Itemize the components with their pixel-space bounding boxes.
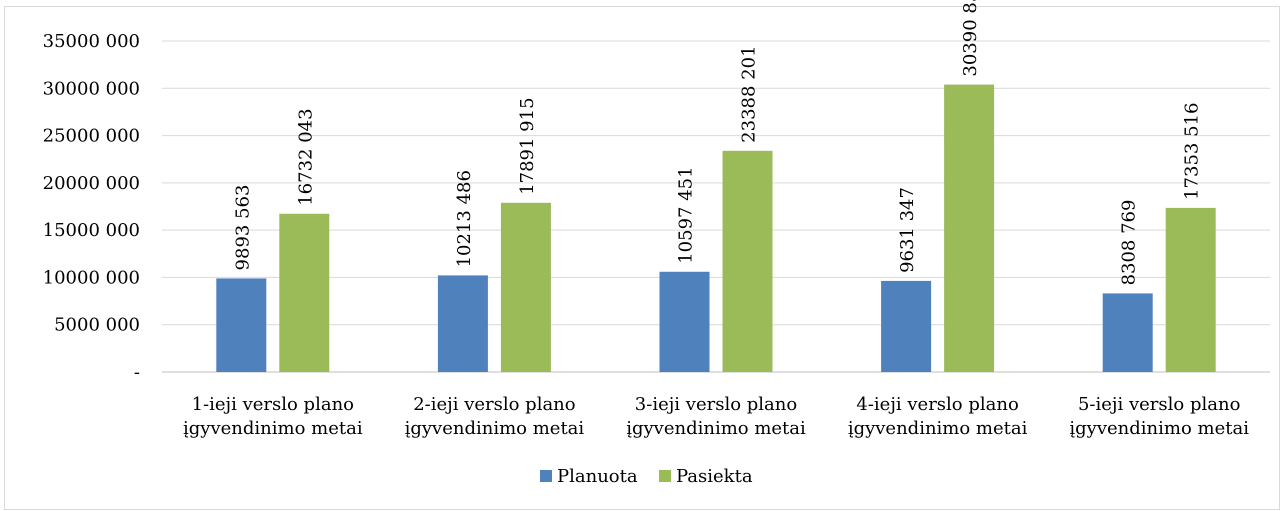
y-tick-label: 30000 000 — [43, 78, 140, 99]
bar-pasiekta — [722, 150, 773, 372]
bar-planuota — [881, 280, 932, 372]
data-label: 10597 451 — [676, 166, 697, 263]
y-tick-label: 15000 000 — [43, 220, 140, 241]
data-label: 17891 915 — [517, 97, 538, 194]
data-label: 9893 563 — [232, 185, 253, 271]
x-tick-label: įgyvendinimo metai — [183, 418, 363, 439]
y-tick-label: 20000 000 — [43, 173, 140, 194]
bar-planuota — [216, 278, 267, 372]
x-tick-label: įgyvendinimo metai — [405, 418, 585, 439]
legend: Planuota Pasiekta — [540, 466, 753, 487]
gridlines — [162, 40, 1270, 373]
bar-data-labels: 9893 563 16732 043 10213 486 17891 915 10597… — [232, 0, 1202, 285]
x-tick-label: 5-ieji verslo plano — [1078, 394, 1240, 415]
x-axis: 1-ieji verslo plano įgyvendinimo metai 2-i… — [183, 394, 1249, 439]
y-tick-label: 10000 000 — [43, 267, 140, 288]
data-label: 10213 486 — [454, 170, 475, 267]
data-label: 16732 043 — [295, 108, 316, 205]
legend-swatch-pasiekta — [659, 470, 671, 482]
bar-planuota — [1102, 293, 1153, 372]
bar-planuota — [659, 271, 710, 372]
y-axis: - 5000 000 10000 000 15000 000 20000 000 2500… — [43, 31, 140, 383]
data-label: 30390 859 — [960, 0, 981, 77]
bar-pasiekta — [944, 84, 995, 373]
x-tick-label: 2-ieji verslo plano — [413, 394, 575, 415]
x-tick-label: įgyvendinimo metai — [1069, 418, 1249, 439]
bar-planuota — [437, 275, 488, 372]
y-tick-label: 25000 000 — [43, 126, 140, 147]
bar-pasiekta — [279, 213, 330, 372]
bars — [216, 84, 1216, 373]
y-tick-label: - — [134, 362, 140, 383]
bar-pasiekta — [500, 202, 551, 372]
legend-label: Planuota — [557, 466, 638, 487]
data-label: 8308 769 — [1119, 200, 1140, 286]
x-tick-label: įgyvendinimo metai — [626, 418, 806, 439]
x-tick-label: 1-ieji verslo plano — [192, 394, 354, 415]
legend-label: Pasiekta — [676, 466, 753, 487]
x-tick-label: 4-ieji verslo plano — [856, 394, 1018, 415]
x-tick-label: 3-ieji verslo plano — [635, 394, 797, 415]
chart-border — [4, 6, 1280, 510]
x-tick-label: įgyvendinimo metai — [848, 418, 1028, 439]
data-label: 23388 201 — [739, 45, 760, 142]
data-label: 9631 347 — [897, 187, 918, 273]
bar-pasiekta — [1165, 207, 1216, 372]
y-tick-label: 35000 000 — [43, 31, 140, 52]
y-tick-label: 5000 000 — [54, 315, 140, 336]
data-label: 17353 516 — [1182, 103, 1203, 200]
legend-swatch-planuota — [540, 470, 552, 482]
